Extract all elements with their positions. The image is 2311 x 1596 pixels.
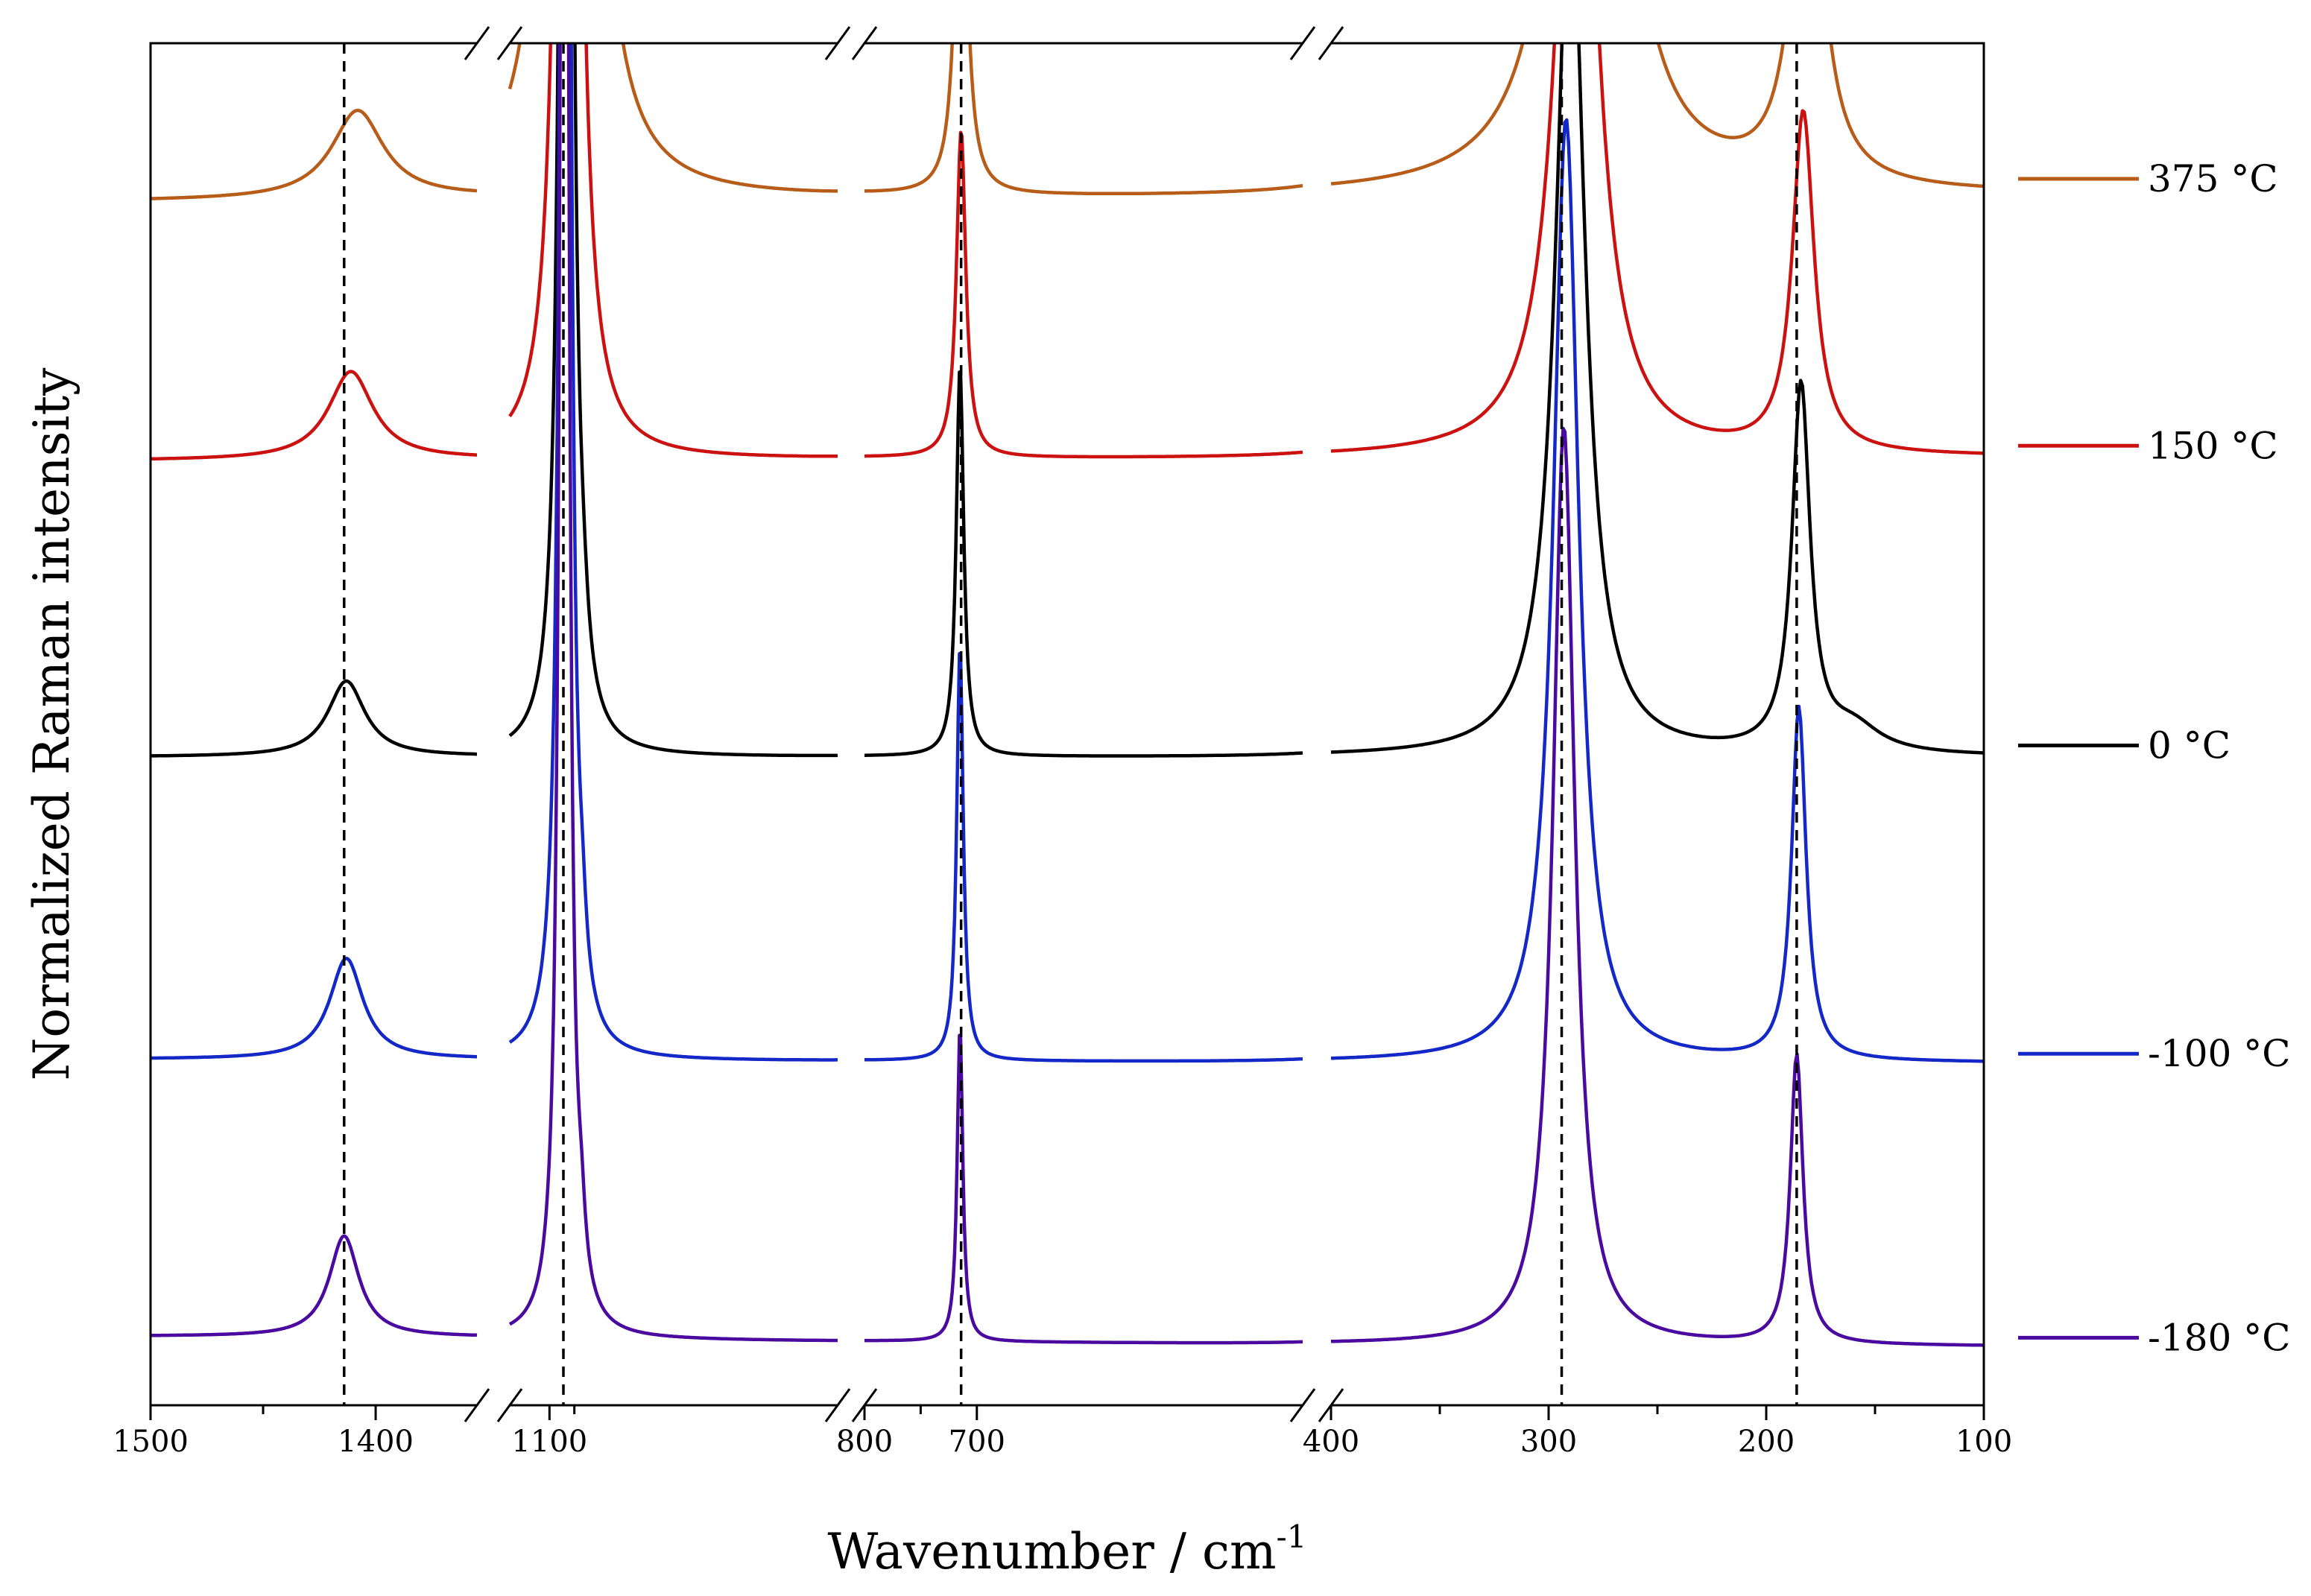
axis-break-gap-0-1: [477, 1402, 510, 1409]
axis-break-slash-0-1-0: [464, 1388, 490, 1422]
x-tick-label-8: 100: [1956, 1425, 2012, 1459]
x-axis-title-main: Wavenumber / cm: [828, 1523, 1277, 1580]
series-0: [151, 43, 1984, 200]
axis-break-marks: [464, 26, 1344, 1422]
axis-break-gap-0-0: [477, 39, 510, 47]
axis-break-gap-2-0: [1303, 39, 1331, 47]
axis-break-gap-2-1: [1303, 1402, 1331, 1409]
x-tick-label-6: 300: [1520, 1425, 1577, 1459]
legend-item-0: 375 °C: [2018, 157, 2278, 200]
x-tick-label-2: 1100: [511, 1425, 587, 1459]
x-tick-label-4: 700: [949, 1425, 1005, 1459]
axis-break-slash-1-1-0: [824, 1388, 851, 1422]
reference-lines: [343, 43, 1798, 1405]
series-1-segment-0: [151, 370, 478, 461]
x-axis: 1500 1400 1100 800 700 400 300 200 100: [113, 1405, 2012, 1459]
series-3-segment-1: [508, 43, 839, 1062]
series-2: [151, 43, 1984, 758]
y-axis-title: Normalized Raman intensity: [23, 367, 80, 1080]
series-0-segment-1: [508, 43, 839, 193]
legend-item-4: -180 °C: [2018, 1316, 2290, 1359]
series-1-segment-3: [1330, 43, 1984, 455]
series-3: [151, 43, 1984, 1063]
series-0-segment-0: [151, 108, 478, 200]
plot-frame: [149, 42, 1985, 1407]
legend-item-2: 0 °C: [2018, 723, 2231, 767]
series-3-segment-0: [151, 957, 478, 1060]
series-4-segment-0: [151, 1234, 478, 1337]
series-2-segment-0: [151, 679, 478, 758]
axis-break-slash-0-0-0: [464, 26, 490, 60]
series-layer: [151, 43, 1984, 1347]
x-tick-label-0: 1500: [113, 1425, 189, 1459]
series-3-segment-2: [864, 652, 1303, 1063]
x-tick-label-3: 800: [836, 1425, 893, 1459]
series-1: [151, 43, 1984, 461]
legend-item-1: 150 °C: [2018, 424, 2278, 467]
x-tick-label-1: 1400: [338, 1425, 414, 1459]
legend: 375 °C 150 °C 0 °C -100 °C -180 °C: [2018, 157, 2290, 1359]
axis-break-slash-2-0-1: [1318, 26, 1344, 60]
x-axis-title-superscript: -1: [1277, 1519, 1307, 1555]
legend-label-1: 150 °C: [2148, 424, 2278, 467]
axis-break-slash-0-1-1: [496, 1388, 523, 1422]
x-tick-label-5: 400: [1303, 1425, 1359, 1459]
legend-label-4: -180 °C: [2148, 1316, 2290, 1359]
series-4-segment-3: [1330, 426, 1984, 1347]
series-2-segment-2: [864, 370, 1303, 758]
axis-break-slash-1-0-1: [851, 26, 878, 60]
legend-item-3: -100 °C: [2018, 1032, 2290, 1075]
x-axis-title: Wavenumber / cm-1: [828, 1519, 1307, 1580]
axis-break-gap-1-0: [838, 39, 864, 47]
axis-break-slash-1-0-0: [824, 26, 851, 60]
series-4-segment-2: [864, 1033, 1303, 1345]
series-0-segment-2: [864, 43, 1303, 196]
legend-label-0: 375 °C: [2148, 157, 2278, 200]
series-4: [151, 43, 1984, 1347]
axis-break-slash-2-0-0: [1289, 26, 1316, 60]
series-1-segment-1: [508, 43, 839, 458]
series-3-segment-3: [1330, 118, 1984, 1063]
axis-break-slash-0-0-1: [496, 26, 523, 60]
x-tick-label-7: 200: [1738, 1425, 1795, 1459]
series-2-segment-3: [1330, 43, 1984, 755]
series-4-segment-1: [508, 43, 839, 1343]
series-0-segment-3: [1330, 43, 1984, 189]
axis-break-gap-1-1: [838, 1402, 864, 1409]
legend-label-2: 0 °C: [2148, 723, 2231, 767]
axis-break-slash-2-1-0: [1289, 1388, 1316, 1422]
series-2-segment-1: [508, 43, 839, 758]
legend-label-3: -100 °C: [2148, 1032, 2290, 1075]
series-1-segment-2: [864, 130, 1303, 459]
